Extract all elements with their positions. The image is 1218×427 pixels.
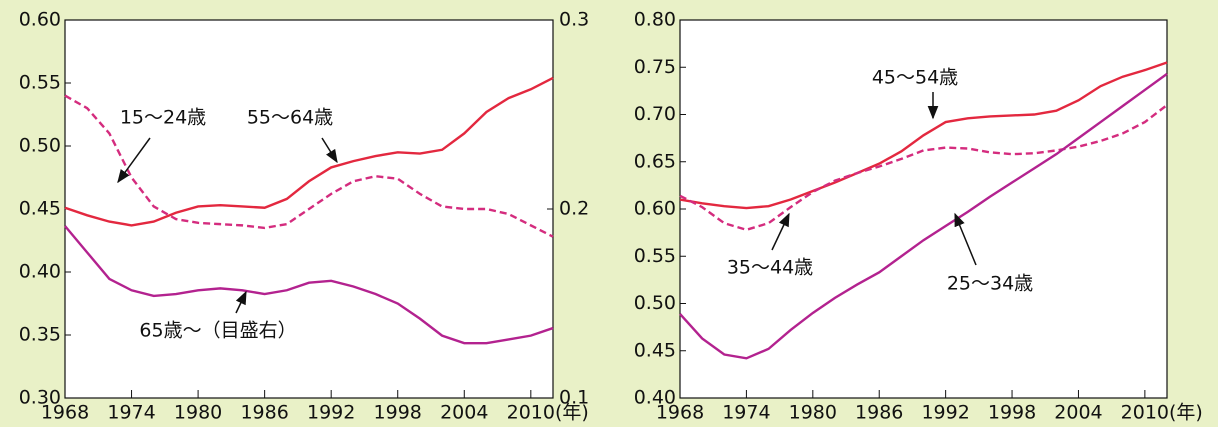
x-tick-label: 1980 (789, 402, 837, 424)
y-tick-label: 0.35 (19, 324, 61, 346)
y-tick-label: 0.50 (19, 135, 61, 157)
x-tick-label: 1986 (240, 402, 288, 424)
x-tick-label: 1992 (921, 402, 969, 424)
x-unit: (年) (1169, 402, 1203, 424)
series-line (64, 94, 554, 238)
y-tick-label: 0.80 (634, 9, 676, 31)
label-arrow (771, 212, 790, 251)
x-tick-label: 2004 (1054, 402, 1102, 424)
plot-area (679, 19, 1168, 399)
y-tick-label: 0.55 (19, 72, 61, 94)
x-unit: (年) (555, 402, 589, 424)
x-tick-label: 1974 (722, 402, 770, 424)
label-arrow (954, 212, 977, 266)
x-tick-label: 1974 (107, 402, 155, 424)
y-tick-label: 0.45 (19, 198, 61, 220)
x-tick-label: 1992 (307, 402, 355, 424)
y-tick-label: 0.55 (634, 245, 676, 267)
x-tick-label: 2004 (440, 402, 488, 424)
y-tick-label: 0.50 (634, 292, 676, 314)
y-tick-label: 0.45 (634, 339, 676, 361)
x-tick-label: 2010 (507, 402, 555, 424)
x-tick-label: 1998 (374, 402, 422, 424)
y2-tick-label: 0.2 (559, 198, 589, 220)
y2-tick-label: 0.1 (559, 387, 589, 409)
label-arrow (235, 290, 247, 314)
y-tick-label: 0.70 (634, 103, 676, 125)
series-line (64, 225, 554, 345)
x-tick-label: 1980 (174, 402, 222, 424)
series-label: 45〜54歳 (872, 67, 958, 89)
series-label: 65歳〜（目盛右） (139, 320, 296, 342)
series-line (679, 104, 1168, 232)
x-tick-label: 1968 (656, 402, 704, 424)
y-tick-label: 0.30 (19, 387, 61, 409)
series-line (679, 61, 1168, 210)
series-line (64, 76, 554, 227)
series-label: 55〜64歳 (247, 107, 333, 129)
x-tick-label: 2010 (1121, 402, 1169, 424)
x-tick-label: 1968 (41, 402, 89, 424)
series-label: 35〜44歳 (727, 257, 813, 279)
series-label: 25〜34歳 (947, 273, 1033, 295)
y-tick-label: 0.75 (634, 56, 676, 78)
label-arrow (117, 137, 151, 184)
label-arrow (321, 137, 338, 164)
x-tick-label: 1986 (855, 402, 903, 424)
y-tick-label: 0.65 (634, 150, 676, 172)
y-tick-label: 0.40 (634, 387, 676, 409)
x-tick-label: 1998 (988, 402, 1036, 424)
series-label: 15〜24歳 (120, 107, 206, 129)
series-line (679, 72, 1168, 360)
y-tick-label: 0.60 (19, 9, 61, 31)
y-tick-label: 0.60 (634, 198, 676, 220)
y-tick-label: 0.40 (19, 261, 61, 283)
y2-tick-label: 0.3 (559, 9, 589, 31)
